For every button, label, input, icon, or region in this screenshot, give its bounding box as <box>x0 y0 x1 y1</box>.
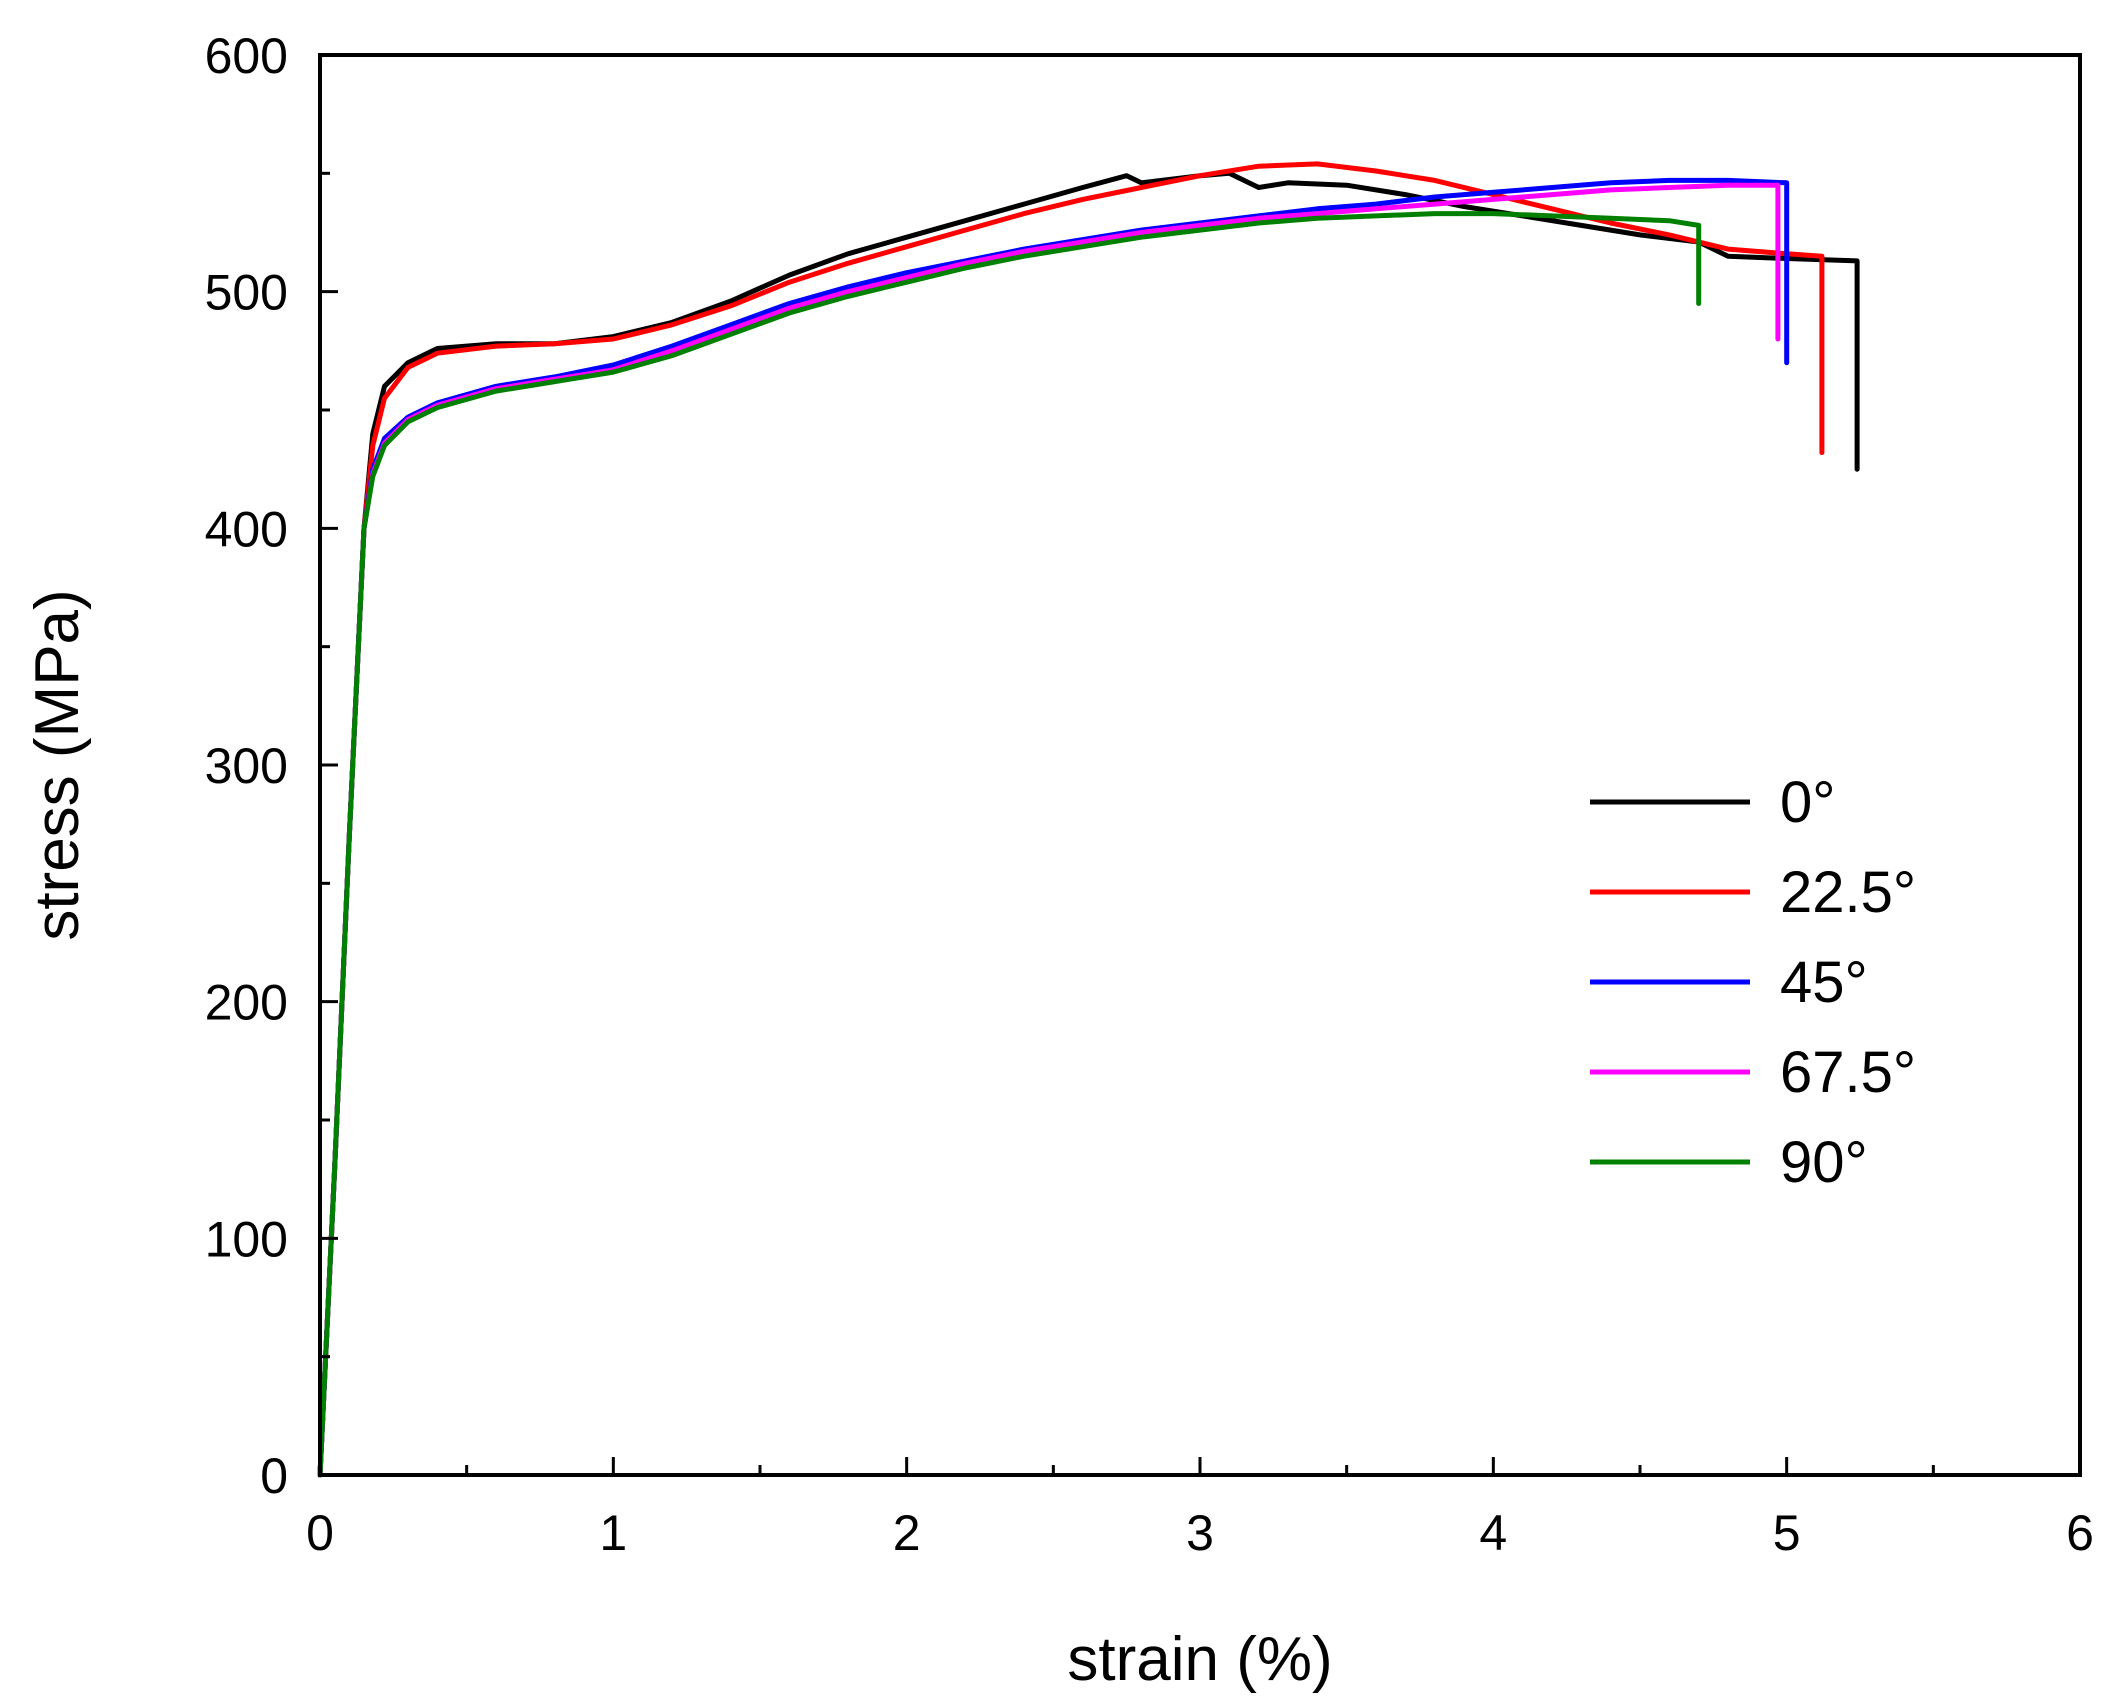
y-tick-label: 400 <box>205 501 288 557</box>
series-curves <box>317 161 1860 1478</box>
series-line-0 <box>317 170 1860 1478</box>
y-tick-label: 300 <box>205 738 288 794</box>
y-axis-label: stress (MPa) <box>23 589 92 940</box>
y-tick-label: 100 <box>205 1211 288 1267</box>
y-tick-label: 500 <box>205 265 288 321</box>
x-tick-label: 2 <box>893 1505 921 1561</box>
x-tick-label: 5 <box>1773 1505 1801 1561</box>
legend-label-0: 0° <box>1780 770 1835 835</box>
y-tick-label: 200 <box>205 975 288 1031</box>
series-line-2 <box>317 177 1790 1478</box>
legend-label-1: 22.5° <box>1780 860 1916 925</box>
x-tick-label: 4 <box>1479 1505 1507 1561</box>
axis-ticks: 0 1 2 3 4 5 6 0 100 200 300 400 500 600 <box>205 28 2094 1561</box>
legend-label-3: 67.5° <box>1780 1040 1916 1105</box>
y-tick-label: 0 <box>260 1448 288 1504</box>
x-tick-label: 0 <box>306 1505 334 1561</box>
legend-label-2: 45° <box>1780 950 1868 1015</box>
legend: 0° 22.5° 45° 67.5° 90° <box>1590 770 1916 1195</box>
y-tick-label: 600 <box>205 28 288 84</box>
x-tick-label: 6 <box>2066 1505 2094 1561</box>
x-tick-label: 3 <box>1186 1505 1214 1561</box>
x-tick-label: 1 <box>599 1505 627 1561</box>
legend-label-4: 90° <box>1780 1130 1868 1195</box>
x-axis-label: strain (%) <box>1067 1625 1332 1694</box>
series-line-4 <box>317 211 1702 1478</box>
